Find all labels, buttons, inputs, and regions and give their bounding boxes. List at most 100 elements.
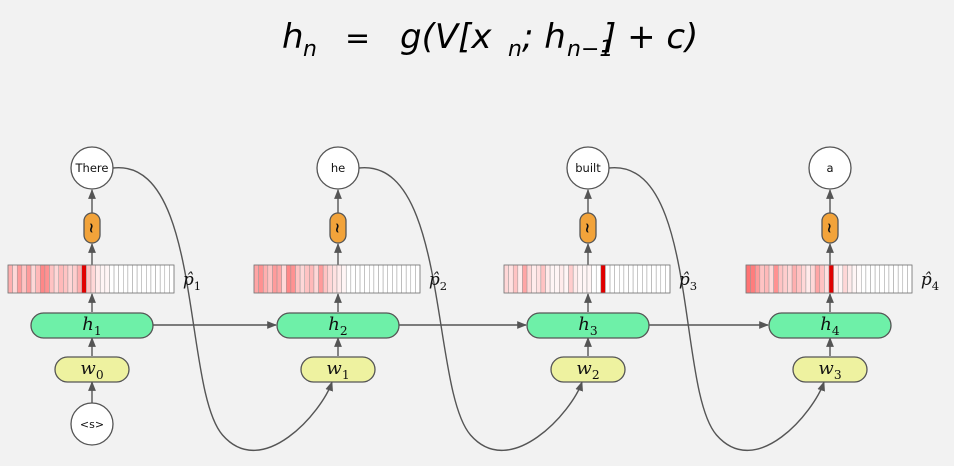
sampler-symbol: ~ — [329, 222, 345, 234]
distribution-cell — [609, 264, 615, 294]
distribution-bar — [7, 264, 175, 294]
equation-rhs-part-3: ] + c) — [601, 17, 698, 57]
distribution-cell — [373, 264, 379, 294]
distribution-cell — [773, 264, 779, 294]
prob-label: p̂4 — [921, 270, 939, 293]
edge-feedback-3 — [608, 167, 825, 451]
distribution-cell — [396, 264, 402, 294]
distribution-cell — [642, 264, 648, 294]
distribution-cell — [109, 264, 115, 294]
equation: h n = g(V[x n ; h n−1 ] + c) — [282, 17, 698, 62]
hidden-state-label-base: h — [820, 314, 832, 335]
prob-label-sub: 3 — [690, 279, 697, 293]
input-word-label: w1 — [326, 358, 349, 382]
distribution-cell — [286, 264, 292, 294]
distribution-cell — [764, 264, 770, 294]
distribution-cell — [410, 264, 416, 294]
distribution-cell — [902, 264, 908, 294]
distribution-cell — [568, 264, 574, 294]
distribution-cell — [104, 264, 110, 294]
input-word-label-sub: 3 — [834, 368, 842, 382]
output-word-node — [70, 146, 114, 190]
distribution-cell — [146, 264, 152, 294]
input-word-label-sub: 2 — [592, 368, 600, 382]
distribution-cell — [415, 264, 421, 294]
distribution-cell — [155, 264, 161, 294]
distribution-cell — [350, 264, 356, 294]
hidden-state-label: h2 — [328, 314, 347, 338]
distribution-cell — [897, 264, 904, 294]
distribution-cell — [837, 264, 844, 294]
distribution-cell — [508, 264, 514, 294]
distribution-cell — [164, 264, 170, 294]
distribution-cell — [819, 264, 825, 294]
distribution-cell — [563, 264, 569, 294]
distribution-cell — [842, 264, 848, 294]
distribution-cell — [44, 264, 50, 294]
distribution-cell — [387, 264, 393, 294]
distribution-cell — [35, 264, 41, 294]
distribution-cell — [295, 264, 301, 294]
sampler-node — [83, 212, 101, 244]
distribution-cell — [67, 264, 73, 294]
edge-feedback-2 — [358, 167, 583, 451]
distribution-cell — [405, 264, 412, 294]
start-token-label: <s> — [80, 418, 104, 431]
distribution-cell — [290, 264, 296, 294]
distribution-cell — [95, 264, 101, 294]
distribution-frame — [7, 264, 175, 294]
equation-rhs-sub-2: n−1 — [567, 37, 613, 62]
prob-label-sub: 4 — [932, 279, 939, 293]
prob-label-base: p̂ — [429, 270, 440, 290]
distribution-frame — [503, 264, 671, 294]
distribution-cell — [53, 264, 59, 294]
distribution-cell — [759, 264, 765, 294]
distribution-cell — [304, 264, 310, 294]
sampler-symbol: ~ — [821, 222, 837, 234]
equation-rhs-sub-1: n — [508, 37, 522, 62]
distribution-cell — [30, 264, 36, 294]
distribution-cell — [879, 264, 885, 294]
input-word-label: w3 — [818, 358, 841, 382]
distribution-cell — [276, 264, 282, 294]
distribution-cell — [646, 264, 652, 294]
prob-label-sub: 1 — [194, 279, 201, 293]
hidden-state-label-base: h — [82, 314, 94, 335]
distribution-cell — [619, 264, 625, 294]
distribution-cell — [267, 264, 273, 294]
edges — [88, 167, 834, 451]
hidden-state-label-sub: 2 — [340, 324, 348, 338]
distribution-cell — [559, 264, 565, 294]
distribution-cell — [778, 264, 784, 294]
distribution-cell — [577, 264, 583, 294]
distribution-cell — [884, 264, 890, 294]
distribution-cell — [318, 264, 324, 294]
distribution-cell — [392, 264, 398, 294]
distribution-cell — [582, 264, 588, 294]
distribution-cell — [345, 264, 352, 294]
distribution-cell — [745, 264, 751, 294]
distribution-cell — [299, 264, 305, 294]
distribution-cell — [828, 264, 834, 294]
distribution-cell — [605, 264, 611, 294]
input-word-label-sub: 0 — [96, 368, 104, 382]
distribution-cell — [86, 264, 92, 294]
output-word-node — [316, 146, 360, 190]
distribution-cell — [750, 264, 756, 294]
distribution-cell — [512, 264, 519, 294]
distribution-cell — [169, 264, 175, 294]
distribution-frame — [745, 264, 913, 294]
distribution-cell — [522, 264, 528, 294]
distribution-cell — [861, 264, 867, 294]
input-word-label-base: w — [576, 358, 592, 379]
distribution-cell — [907, 264, 913, 294]
sampler-node — [821, 212, 839, 244]
sampler-symbol: ~ — [579, 222, 595, 234]
distribution-cell — [327, 264, 333, 294]
equation-rhs-part-1: g(V[x — [400, 17, 492, 57]
distribution-cell — [382, 264, 388, 294]
distribution-cell — [262, 264, 269, 294]
input-word-label-base: w — [326, 358, 342, 379]
distribution-cell — [805, 264, 811, 294]
